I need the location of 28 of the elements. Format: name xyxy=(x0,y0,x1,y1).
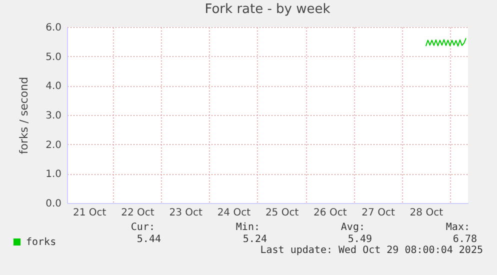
y-tick-label: 6.0 xyxy=(46,22,62,34)
x-tick-label: 21 Oct xyxy=(72,208,106,218)
chart-title: Fork rate - by week xyxy=(204,2,331,17)
x-tick-label: 25 Oct xyxy=(265,208,299,218)
y-tick-label: 2.0 xyxy=(46,140,62,151)
x-tick-label: 27 Oct xyxy=(362,208,395,218)
text: Max: xyxy=(446,222,470,233)
y-tick-label: 4.0 xyxy=(46,81,62,92)
text: Min: xyxy=(236,222,260,233)
legend-label: forks xyxy=(26,237,56,248)
y-tick-label: 5.0 xyxy=(46,52,62,63)
text: Cur: xyxy=(130,222,155,233)
text: Avg: xyxy=(340,222,365,233)
y-tick-label: 3.0 xyxy=(46,110,62,122)
line-series xyxy=(425,38,466,47)
text: 5.44 xyxy=(136,234,161,245)
y-tick-label: 1.0 xyxy=(46,169,62,180)
text: 6.78 xyxy=(452,234,477,245)
x-tick-label: 22 Oct xyxy=(121,208,154,218)
y-tick-label: 0.0 xyxy=(46,198,62,210)
text: 5.49 xyxy=(348,234,372,245)
x-tick-label: 28 Oct xyxy=(410,208,444,218)
y-axis-title: forks / second xyxy=(18,76,31,154)
text: 5.24 xyxy=(242,234,267,245)
x-tick-label: 24 Oct xyxy=(217,208,251,218)
text: Last update: Wed Oct 29 08:00:04 2025 xyxy=(260,245,483,256)
x-tick-label: 23 Oct xyxy=(169,208,202,218)
x-tick-label: 26 Oct xyxy=(314,208,347,218)
